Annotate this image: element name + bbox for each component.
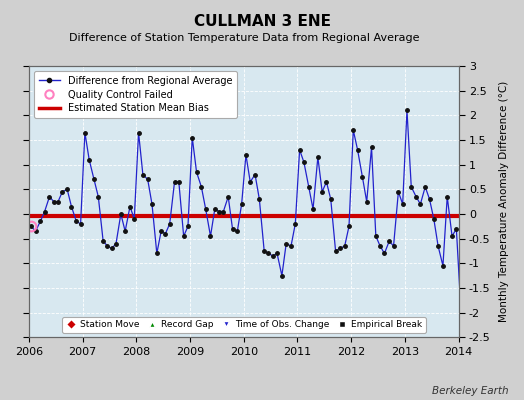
Text: Berkeley Earth: Berkeley Earth bbox=[432, 386, 508, 396]
Y-axis label: Monthly Temperature Anomaly Difference (°C): Monthly Temperature Anomaly Difference (… bbox=[499, 81, 509, 322]
Title: Difference of Station Temperature Data from Regional Average: Difference of Station Temperature Data f… bbox=[69, 33, 419, 43]
Text: CULLMAN 3 ENE: CULLMAN 3 ENE bbox=[193, 14, 331, 29]
Legend: Station Move, Record Gap, Time of Obs. Change, Empirical Break: Station Move, Record Gap, Time of Obs. C… bbox=[62, 317, 426, 333]
